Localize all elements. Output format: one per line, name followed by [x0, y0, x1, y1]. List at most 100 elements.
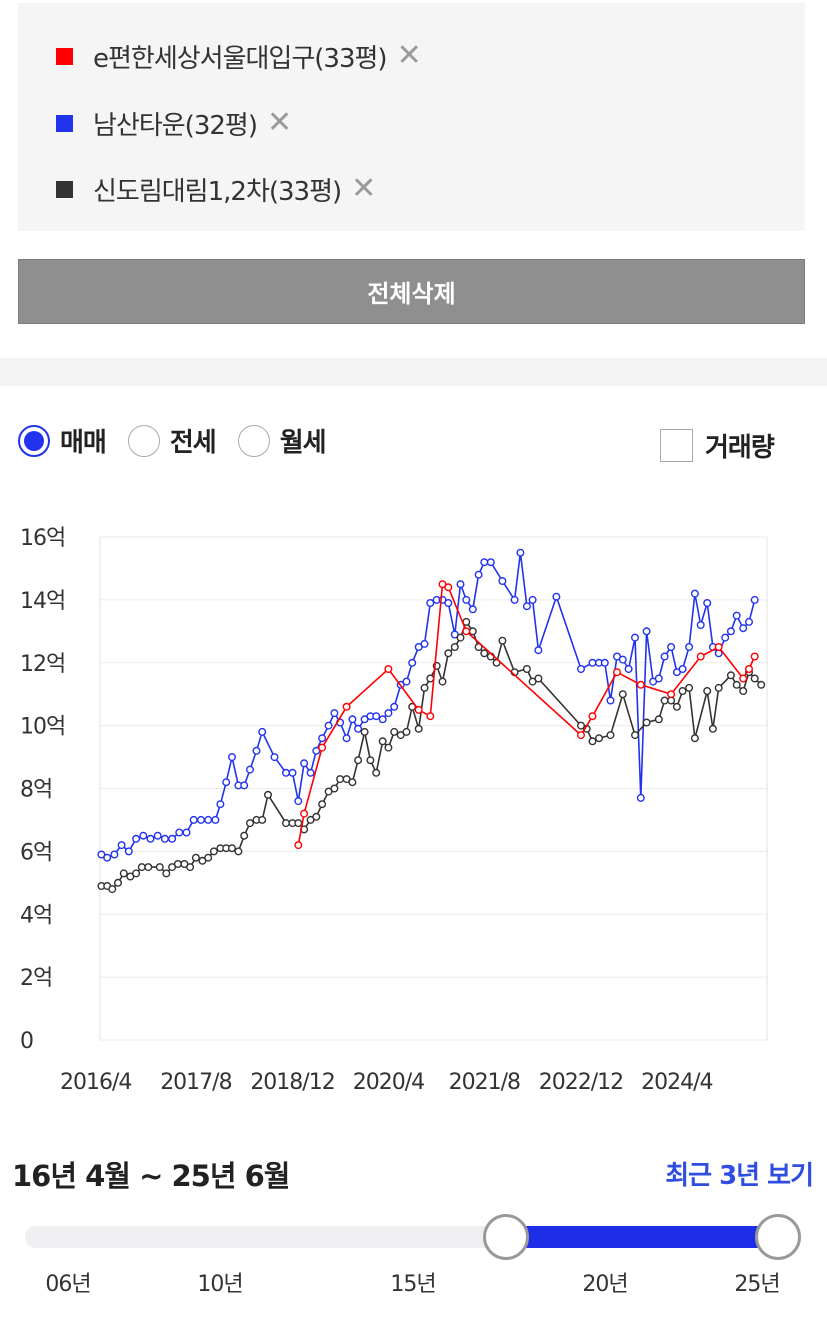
data-point: [240, 781, 249, 790]
slider-end-handle[interactable]: [755, 1214, 801, 1260]
y-tick-label: 12억: [20, 652, 65, 677]
data-point: [685, 683, 694, 692]
data-point: [468, 605, 477, 614]
data-point: [606, 731, 615, 740]
data-point: [739, 686, 748, 695]
data-point: [745, 617, 754, 626]
data-point: [708, 724, 717, 733]
data-point: [703, 686, 712, 695]
radio-sale[interactable]: 매매: [18, 422, 107, 459]
data-point: [384, 743, 393, 752]
data-point: [685, 642, 694, 651]
x-tick-label: 2020/4: [353, 1070, 424, 1095]
data-point: [227, 753, 236, 762]
radio-monthly[interactable]: 월세: [237, 422, 327, 459]
radio-label: 전세: [169, 428, 217, 458]
close-icon[interactable]: ✕: [266, 105, 292, 140]
data-point: [168, 834, 177, 843]
data-point: [600, 658, 609, 667]
data-point: [216, 800, 225, 809]
series-swatch: [56, 47, 73, 65]
data-point: [618, 690, 627, 699]
data-point: [618, 655, 627, 664]
data-point: [426, 674, 435, 683]
data-point: [270, 753, 279, 762]
data-point: [654, 715, 663, 724]
compare-list: e편한세상서울대입구(33평) ✕ 남산타운(32평) ✕ 신도림대림1,2차(…: [18, 3, 805, 231]
data-point: [739, 624, 748, 633]
data-point: [757, 680, 766, 689]
data-point: [750, 595, 759, 604]
x-tick-label: 2022/12: [539, 1070, 623, 1095]
data-point: [155, 863, 164, 872]
y-tick-label: 10억: [20, 715, 65, 740]
series-swatch: [56, 114, 73, 132]
data-point: [534, 646, 543, 655]
slider-year-label: 10년: [197, 1272, 243, 1297]
volume-checkbox[interactable]: 거래량: [660, 427, 775, 464]
data-point: [173, 860, 182, 869]
data-point: [444, 583, 453, 592]
data-point: [282, 819, 291, 828]
data-point: [182, 828, 191, 837]
data-point: [113, 878, 122, 887]
delete-all-button[interactable]: 전체삭제: [18, 259, 805, 324]
data-point: [227, 844, 236, 853]
data-point: [426, 712, 435, 721]
volume-label: 거래량: [705, 433, 775, 463]
data-point: [636, 680, 645, 689]
data-point: [480, 649, 489, 658]
data-point: [97, 850, 106, 859]
data-point: [318, 734, 327, 743]
data-point: [745, 664, 754, 673]
data-point: [186, 863, 195, 872]
data-point: [498, 636, 507, 645]
data-point: [474, 642, 483, 651]
data-point: [384, 709, 393, 718]
data-point: [211, 815, 220, 824]
data-point: [721, 633, 730, 642]
data-point: [438, 677, 447, 686]
close-icon[interactable]: ✕: [396, 38, 422, 73]
recent-3-years-link[interactable]: 최근 3년 보기: [665, 1161, 814, 1191]
data-point: [420, 639, 429, 648]
data-point: [132, 869, 141, 878]
data-point: [288, 768, 297, 777]
data-point: [750, 652, 759, 661]
data-point: [132, 834, 141, 843]
data-point: [595, 734, 604, 743]
x-tick-label: 2024/4: [641, 1070, 712, 1095]
data-point: [117, 841, 126, 850]
radio-jeonse[interactable]: 전세: [127, 422, 217, 459]
x-tick-label: 2021/8: [449, 1070, 520, 1095]
radio-label: 월세: [279, 428, 327, 458]
data-point: [162, 869, 171, 878]
data-point: [726, 671, 735, 680]
data-point: [474, 570, 483, 579]
slider-start-handle[interactable]: [483, 1214, 529, 1260]
data-point: [486, 558, 495, 567]
data-point: [300, 759, 309, 768]
data-point: [450, 642, 459, 651]
data-point: [264, 790, 273, 799]
data-point: [189, 815, 198, 824]
data-point: [703, 598, 712, 607]
data-point: [654, 674, 663, 683]
close-icon[interactable]: ✕: [351, 171, 376, 206]
data-point: [294, 819, 303, 828]
data-point: [498, 576, 507, 585]
data-point: [672, 702, 681, 711]
data-point: [714, 683, 723, 692]
data-point: [690, 734, 699, 743]
data-point: [577, 664, 586, 673]
compare-item-3: 신도림대림1,2차(33평) ✕: [56, 169, 376, 209]
data-point: [119, 869, 128, 878]
data-point: [366, 756, 375, 765]
data-point: [660, 696, 669, 705]
data-point: [642, 627, 651, 636]
data-point: [390, 702, 399, 711]
x-tick-label: 2016/4: [60, 1070, 131, 1095]
data-point: [258, 815, 267, 824]
compare-item-label: 신도림대림1,2차(33평): [93, 176, 342, 207]
data-point: [324, 721, 333, 730]
